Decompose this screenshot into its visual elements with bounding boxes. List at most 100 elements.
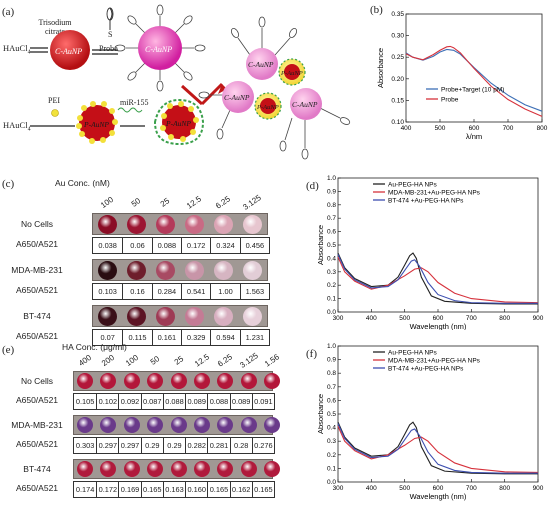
- series-line: [337, 423, 538, 474]
- ratio-value-cell: 0.541: [181, 284, 210, 299]
- sample-well: [77, 461, 93, 477]
- aggregate-assembly: [198, 16, 351, 160]
- sample-well: [264, 373, 281, 389]
- chart-b: 400 500 600 700 800 0.10 0.15 0.20 0.25 0.30 0.35 λ…: [376, 11, 548, 141]
- sample-well: [100, 417, 117, 433]
- reaction-arrow: [180, 84, 204, 106]
- panel-c-label: (c): [2, 178, 15, 190]
- svg-text:C-AuNP: C-AuNP: [292, 100, 318, 109]
- haucl4-top-label: HAuCl4: [3, 43, 31, 56]
- ratio-value-cell: 0.28: [229, 438, 252, 453]
- sample-well: [264, 461, 281, 477]
- sample-well: [123, 417, 140, 433]
- well-strip: [92, 305, 268, 327]
- sample-well: [170, 373, 187, 389]
- ratio-value-cell: 0.456: [239, 238, 269, 253]
- conc-header: 100: [98, 194, 116, 211]
- svg-text:C-AuNP: C-AuNP: [224, 93, 250, 102]
- ratio-value-cell: 0.276: [251, 438, 274, 453]
- legend-label: Au-PEG-HA NPs: [388, 182, 438, 189]
- y-tick-label: 1.0: [327, 343, 336, 350]
- y-tick-label: 0.4: [327, 255, 336, 262]
- probe-label: Probe: [99, 44, 118, 53]
- series-line: [405, 48, 543, 112]
- y-tick-label: 0.0: [327, 309, 336, 316]
- ratio-value-row: 0.103 0.16 0.284 0.541 1.00 1.563: [92, 283, 270, 300]
- y-tick-label: 0.2: [327, 282, 336, 289]
- x-tick-label: 500: [399, 485, 410, 492]
- sample-well: [213, 260, 233, 280]
- panel-d-label: (d): [306, 180, 319, 192]
- conc-header: 200: [100, 352, 117, 369]
- x-tick-label: 700: [466, 485, 477, 492]
- ratio-value-cell: 0.162: [229, 482, 252, 497]
- series-line: [337, 252, 538, 305]
- y-tick-label: 0.15: [391, 97, 404, 104]
- series-line: [337, 254, 538, 304]
- sample-well: [184, 260, 204, 280]
- ratio-value-cell: 0.038: [98, 241, 117, 250]
- ratio-value-cell: 0.103: [98, 287, 117, 296]
- ratio-value-cell: 0.102: [96, 394, 118, 409]
- conc-header: 6.25: [214, 194, 232, 211]
- ratio-value-cell: 0.594: [210, 330, 239, 345]
- legend-label: BT-474 +Au-PEG-HA NPs: [388, 198, 464, 205]
- ratio-value-row: 0.174 0.172 0.169 0.165 0.163 0.160 0.165 0.162…: [73, 481, 275, 498]
- legend-label: MDA-MB-231+Au-PEG-HA NPs: [388, 358, 481, 365]
- y-tick-label: 0.6: [327, 229, 336, 236]
- y-tick-label: 0.7: [327, 384, 336, 391]
- x-tick-label: 500: [435, 125, 446, 132]
- conc-header: 12.5: [185, 194, 203, 211]
- sample-well: [126, 214, 146, 234]
- conc-header: 400: [76, 352, 94, 369]
- sample-well: [217, 373, 234, 389]
- ratio-value-cell: 0.06: [122, 238, 151, 253]
- row-name: BT-474: [23, 464, 51, 474]
- ratio-label: A650/A521: [15, 439, 59, 449]
- sample-well: [213, 306, 233, 326]
- sample-well: [97, 214, 117, 234]
- sample-well: [242, 260, 262, 280]
- y-tick-label: 0.3: [327, 269, 336, 276]
- x-tick-label: 400: [366, 485, 377, 492]
- conc-header: 3.125: [238, 351, 260, 370]
- sample-well: [155, 260, 175, 280]
- sample-well: [170, 417, 187, 433]
- sample-well: [97, 306, 117, 326]
- ratio-value-cell: 1.563: [239, 284, 269, 299]
- x-tick-label: 800: [499, 485, 510, 492]
- y-tick-label: 0.7: [327, 215, 336, 222]
- row-name: BT-474: [23, 311, 51, 321]
- x-tick-label: 900: [533, 485, 544, 492]
- y-tick-label: 0.1: [327, 296, 336, 303]
- y-tick-label: 0.8: [327, 370, 336, 377]
- ratio-value-cell: 0.169: [118, 482, 140, 497]
- sample-well: [264, 417, 281, 433]
- x-tick-label: 300: [333, 485, 344, 492]
- conc-header: 3.125: [241, 193, 263, 212]
- sample-well: [213, 214, 233, 234]
- ratio-value-cell: 0.172: [96, 482, 118, 497]
- svg-text:P-AuNP: P-AuNP: [280, 70, 303, 77]
- legend-label: Au-PEG-HA NPs: [388, 350, 438, 357]
- sample-well: [194, 461, 210, 477]
- y-tick-label: 1.0: [327, 175, 336, 182]
- x-axis-label: Wavelength (nm): [410, 492, 467, 501]
- legend-label: BT-474 +Au-PEG-HA NPs: [388, 366, 464, 373]
- sample-well: [123, 461, 140, 477]
- row-name: No Cells: [20, 376, 54, 386]
- ratio-value-cell: 1.231: [239, 330, 269, 345]
- ratio-value-cell: 0.303: [75, 441, 95, 450]
- ratio-value-cell: 0.29: [140, 438, 163, 453]
- ratio-label: A650/A521: [15, 395, 59, 405]
- y-tick-label: 0.20: [391, 76, 404, 83]
- x-axis-label: Wavelength (nm): [410, 322, 467, 330]
- ratio-value-cell: 0.105: [75, 397, 95, 406]
- ratio-value-cell: 0.281: [207, 438, 229, 453]
- ratio-value-cell: 0.163: [162, 482, 185, 497]
- svg-text:P-AuNP: P-AuNP: [256, 104, 279, 111]
- au-conc-label: Au Conc. (nM): [55, 178, 110, 188]
- y-tick-label: 0.10: [391, 119, 404, 126]
- sample-well: [147, 417, 164, 433]
- sample-well: [155, 214, 175, 234]
